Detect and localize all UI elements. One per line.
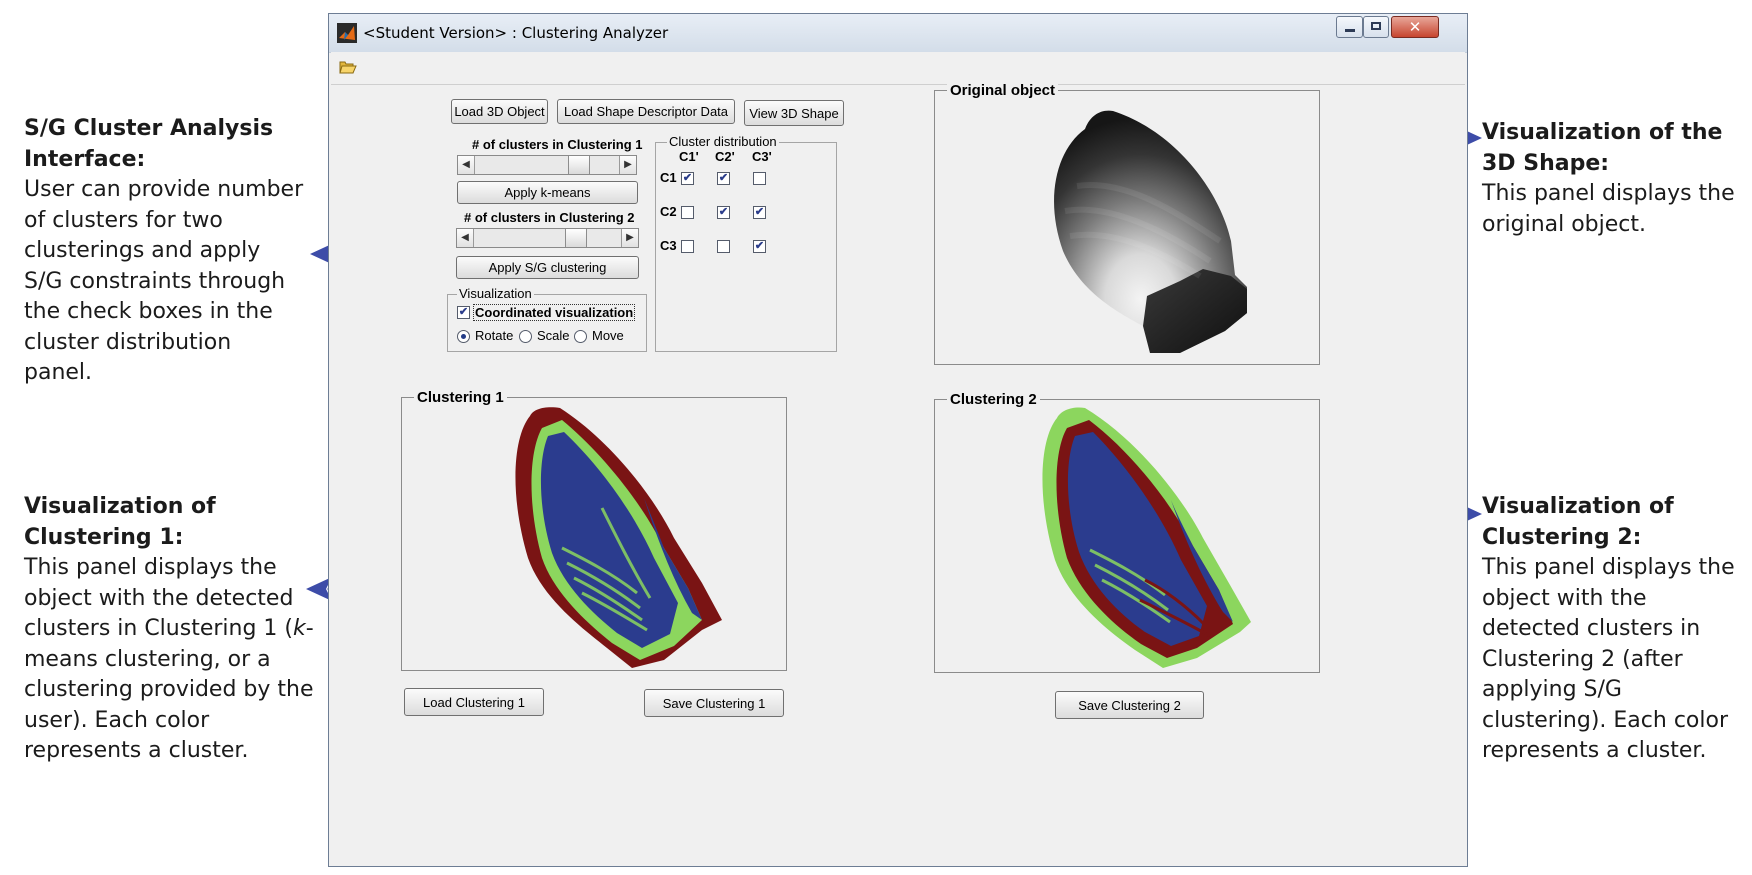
original-object-render[interactable]: [935, 91, 1319, 364]
title-bar[interactable]: <Student Version> : Clustering Analyzer …: [329, 14, 1467, 53]
checkbox-c3-c3p[interactable]: ✔: [753, 240, 766, 253]
arrowhead-left-bottom: [306, 577, 332, 601]
column-header-c2: C2': [715, 149, 735, 164]
annotation-title: Visualization of Clustering 1:: [24, 494, 216, 550]
move-label: Move: [592, 328, 624, 343]
column-header-c1: C1': [679, 149, 699, 164]
annotation-body: This panel displays the object with the …: [24, 555, 314, 763]
cluster-distribution-group: Cluster distribution C1' C2' C3' C1 ✔ ✔ …: [655, 134, 837, 352]
window-title: <Student Version> : Clustering Analyzer: [363, 24, 669, 42]
move-radio[interactable]: [574, 330, 587, 343]
scale-label: Scale: [537, 328, 570, 343]
checkbox-c1-c2p[interactable]: ✔: [717, 172, 730, 185]
close-icon: ✕: [1408, 18, 1422, 36]
maximize-icon: [1371, 22, 1381, 30]
row-label-c2: C2: [660, 204, 677, 219]
load-shape-descriptor-button[interactable]: Load Shape Descriptor Data: [557, 99, 735, 124]
close-button[interactable]: ✕: [1391, 16, 1439, 38]
clustering-2-render[interactable]: [935, 400, 1319, 672]
clusters2-slider[interactable]: ◀ ▶: [456, 228, 639, 248]
apply-kmeans-button[interactable]: Apply k-means: [457, 181, 638, 204]
clustering-1-render[interactable]: [402, 398, 786, 670]
client-area: Load 3D Object Load Shape Descriptor Dat…: [331, 82, 1465, 865]
slider-right-arrow-icon[interactable]: ▶: [619, 156, 636, 174]
checkbox-c2-c1p[interactable]: [681, 206, 694, 219]
slider-left-arrow-icon[interactable]: ◀: [458, 156, 475, 174]
coordinated-visualization-label: Coordinated visualization: [473, 304, 636, 321]
checkbox-c3-c1p[interactable]: [681, 240, 694, 253]
slider-left-arrow-icon[interactable]: ◀: [457, 229, 474, 247]
view-3d-shape-button[interactable]: View 3D Shape: [744, 100, 844, 126]
coordinated-visualization-checkbox[interactable]: ✔: [457, 306, 470, 319]
minimize-icon: [1345, 29, 1355, 32]
annotation-title: Visualization of Clustering 2:: [1482, 494, 1674, 550]
annotation-3d-shape: Visualization of the 3D Shape: This pane…: [1482, 118, 1742, 240]
annotation-clustering-2: Visualization of Clustering 2: This pane…: [1482, 492, 1744, 767]
annotation-body: User can provide number of clusters for …: [24, 177, 304, 385]
slider-thumb[interactable]: [565, 229, 587, 247]
checkbox-c2-c2p[interactable]: ✔: [717, 206, 730, 219]
maximize-button[interactable]: [1363, 16, 1389, 38]
clusters1-slider[interactable]: ◀ ▶: [457, 155, 637, 175]
row-label-c1: C1: [660, 170, 677, 185]
annotation-body: This panel displays the original object.: [1482, 181, 1735, 237]
load-clustering-1-button[interactable]: Load Clustering 1: [404, 688, 544, 716]
slider-right-arrow-icon[interactable]: ▶: [621, 229, 638, 247]
toolbar: [331, 52, 1465, 85]
checkbox-c1-c1p[interactable]: ✔: [681, 172, 694, 185]
checkbox-c2-c3p[interactable]: ✔: [753, 206, 766, 219]
clustering-1-panel[interactable]: Clustering 1: [401, 389, 787, 671]
checkbox-c3-c2p[interactable]: [717, 240, 730, 253]
visualization-legend: Visualization: [457, 286, 534, 301]
original-object-panel[interactable]: Original object: [934, 82, 1320, 365]
rotate-label: Rotate: [475, 328, 514, 343]
clusters1-label: # of clusters in Clustering 1: [472, 137, 643, 152]
app-window: <Student Version> : Clustering Analyzer …: [328, 13, 1468, 867]
annotation-clustering-1: Visualization of Clustering 1: This pane…: [24, 492, 324, 767]
checkbox-c1-c3p[interactable]: [753, 172, 766, 185]
cluster-distribution-legend: Cluster distribution: [667, 134, 779, 149]
annotation-sg-interface: S/G Cluster Analysis Interface: User can…: [24, 114, 304, 389]
visualization-group: Visualization ✔ Coordinated visualizatio…: [447, 286, 647, 352]
row-label-c3: C3: [660, 238, 677, 253]
original-object-title: Original object: [947, 82, 1059, 99]
save-clustering-1-button[interactable]: Save Clustering 1: [644, 689, 784, 717]
annotation-title: S/G Cluster Analysis Interface:: [24, 116, 274, 172]
apply-sg-clustering-button[interactable]: Apply S/G clustering: [456, 256, 639, 279]
clusters2-label: # of clusters in Clustering 2: [464, 210, 635, 225]
matlab-icon: [337, 23, 357, 43]
rotate-radio[interactable]: [457, 330, 470, 343]
clustering-1-title: Clustering 1: [414, 389, 507, 406]
slider-thumb[interactable]: [568, 156, 590, 174]
clustering-2-title: Clustering 2: [947, 391, 1040, 408]
folder-open-icon[interactable]: [339, 59, 357, 75]
annotation-body: This panel displays the object with the …: [1482, 555, 1735, 763]
scale-radio[interactable]: [519, 330, 532, 343]
clustering-2-panel[interactable]: Clustering 2: [934, 391, 1320, 673]
column-header-c3: C3': [752, 149, 772, 164]
minimize-button[interactable]: [1336, 16, 1363, 38]
load-3d-object-button[interactable]: Load 3D Object: [451, 99, 548, 124]
annotation-title: Visualization of the 3D Shape:: [1482, 120, 1723, 176]
save-clustering-2-button[interactable]: Save Clustering 2: [1055, 691, 1204, 719]
